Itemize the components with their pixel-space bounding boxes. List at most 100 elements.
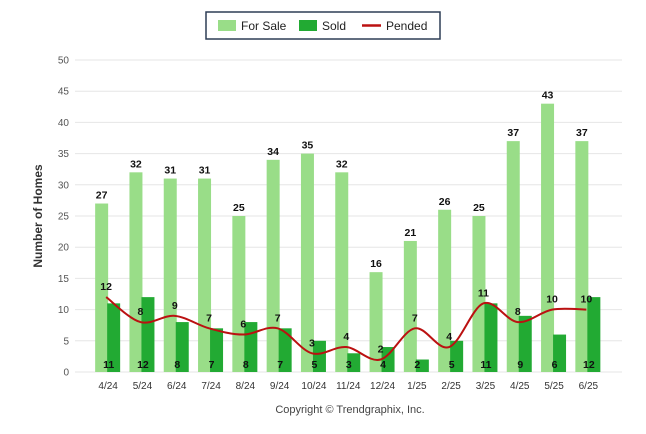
bar-for-sale-8/24 [232,216,246,372]
label-pended-7/24: 7 [206,312,212,324]
bar-sold-4/25 [518,315,532,372]
legend-swatch-sold [299,20,317,31]
x-tick-4/25: 4/25 [510,381,530,392]
y-axis-ticks: 0 5 10 15 20 25 30 35 40 45 50 [58,56,70,379]
bars [95,103,601,373]
bar-for-sale-5/25 [541,103,555,373]
copyright-text: Copyright © Trendgraphix, Inc. [275,404,424,416]
label-sold-11/24: 3 [346,359,352,371]
label-for-sale-2/25: 26 [439,196,451,208]
bar-for-sale-4/25 [506,141,520,372]
label-for-sale-10/24: 35 [302,140,314,152]
bar-for-sale-7/24 [198,178,212,372]
bar-sold-11/24 [347,353,361,372]
label-sold-7/24: 7 [209,359,215,371]
y-axis-label: Number of Homes [31,164,45,268]
y-tick-40: 40 [58,118,70,129]
label-pended-11/24: 4 [343,331,349,343]
y-tick-25: 25 [58,212,70,223]
y-tick-50: 50 [58,56,70,67]
x-tick-7/24: 7/24 [201,381,221,392]
bar-sold-6/24 [175,322,189,372]
label-pended-6/25: 10 [581,294,593,306]
label-sold-1/25: 2 [414,359,420,371]
x-tick-5/24: 5/24 [133,381,153,392]
pended-line [105,296,587,361]
bar-for-sale-2/25 [438,209,452,372]
label-for-sale-3/25: 25 [473,202,485,214]
y-tick-10: 10 [58,305,70,316]
label-sold-4/24: 11 [103,359,114,371]
label-pended-12/24: 2 [378,344,384,356]
label-pended-10/24: 3 [309,337,315,349]
x-tick-6/25: 6/25 [579,381,599,392]
label-pended-5/24: 8 [138,306,144,318]
label-pended-4/24: 12 [100,281,112,293]
grid-lines [75,59,622,373]
legend-label-sold: Sold [322,19,346,33]
label-for-sale-4/24: 27 [96,190,108,202]
bar-sold-5/24 [141,297,155,372]
bar-for-sale-5/24 [129,172,143,372]
label-for-sale-12/24: 16 [370,258,382,270]
x-tick-6/24: 6/24 [167,381,187,392]
bar-sold-10/24 [312,340,326,372]
bar-sold-4/24 [107,303,121,372]
label-sold-5/24: 12 [137,359,149,371]
label-for-sale-9/24: 34 [267,146,279,158]
label-for-sale-5/24: 32 [130,158,142,170]
bar-for-sale-1/25 [403,240,417,372]
pended-line-path [105,296,587,361]
label-for-sale-1/25: 21 [405,227,417,239]
x-tick-3/25: 3/25 [476,381,496,392]
label-pended-2/25: 4 [446,331,452,343]
label-for-sale-11/24: 32 [336,158,348,170]
x-tick-8/24: 8/24 [236,381,256,392]
x-axis-ticks: 4/24 5/24 6/24 7/24 8/24 9/24 10/24 11/24 12/24 1… [98,381,598,392]
label-pended-9/24: 7 [275,312,281,324]
bar-for-sale-10/24 [300,153,314,372]
legend-label-for-sale: For Sale [241,19,287,33]
bar-for-sale-12/24 [369,272,383,372]
bar-for-sale-11/24 [335,172,349,372]
data-labels: 2711321231831725834735532316421226525113… [96,90,595,371]
bar-sold-12/24 [381,347,395,372]
label-sold-3/25: 11 [480,359,491,371]
label-pended-5/25: 10 [546,294,558,306]
bar-for-sale-9/24 [266,159,280,372]
bar-for-sale-6/25 [575,141,589,372]
label-sold-12/24: 4 [380,359,386,371]
bar-sold-7/24 [210,328,224,372]
y-tick-0: 0 [63,368,69,379]
bar-sold-3/25 [484,303,498,372]
label-for-sale-7/24: 31 [199,165,211,177]
label-pended-1/25: 7 [412,312,418,324]
y-tick-5: 5 [63,336,69,347]
label-for-sale-6/24: 31 [164,165,176,177]
x-tick-5/25: 5/25 [544,381,564,392]
x-tick-10/24: 10/24 [301,381,326,392]
label-pended-8/24: 6 [240,319,246,331]
label-sold-4/25: 9 [517,359,523,371]
bar-for-sale-3/25 [472,216,486,372]
legend: For Sale Sold Pended [205,11,441,40]
legend-swatch-for-sale [218,20,236,31]
label-sold-6/25: 12 [583,359,595,371]
y-tick-15: 15 [58,274,70,285]
x-tick-9/24: 9/24 [270,381,290,392]
bar-for-sale-4/24 [95,203,109,372]
label-sold-8/24: 8 [243,359,249,371]
label-sold-5/25: 6 [552,359,558,371]
bar-sold-5/25 [553,334,567,372]
bar-sold-1/25 [415,359,429,372]
x-tick-1/25: 1/25 [407,381,427,392]
label-sold-2/25: 5 [449,359,455,371]
label-sold-10/24: 5 [312,359,318,371]
label-for-sale-8/24: 25 [233,202,245,214]
label-pended-4/25: 8 [515,306,521,318]
y-tick-30: 30 [58,180,70,191]
legend-box [205,11,441,40]
label-for-sale-6/25: 37 [576,127,588,139]
legend-label-pended: Pended [386,19,427,33]
label-sold-9/24: 7 [277,359,283,371]
